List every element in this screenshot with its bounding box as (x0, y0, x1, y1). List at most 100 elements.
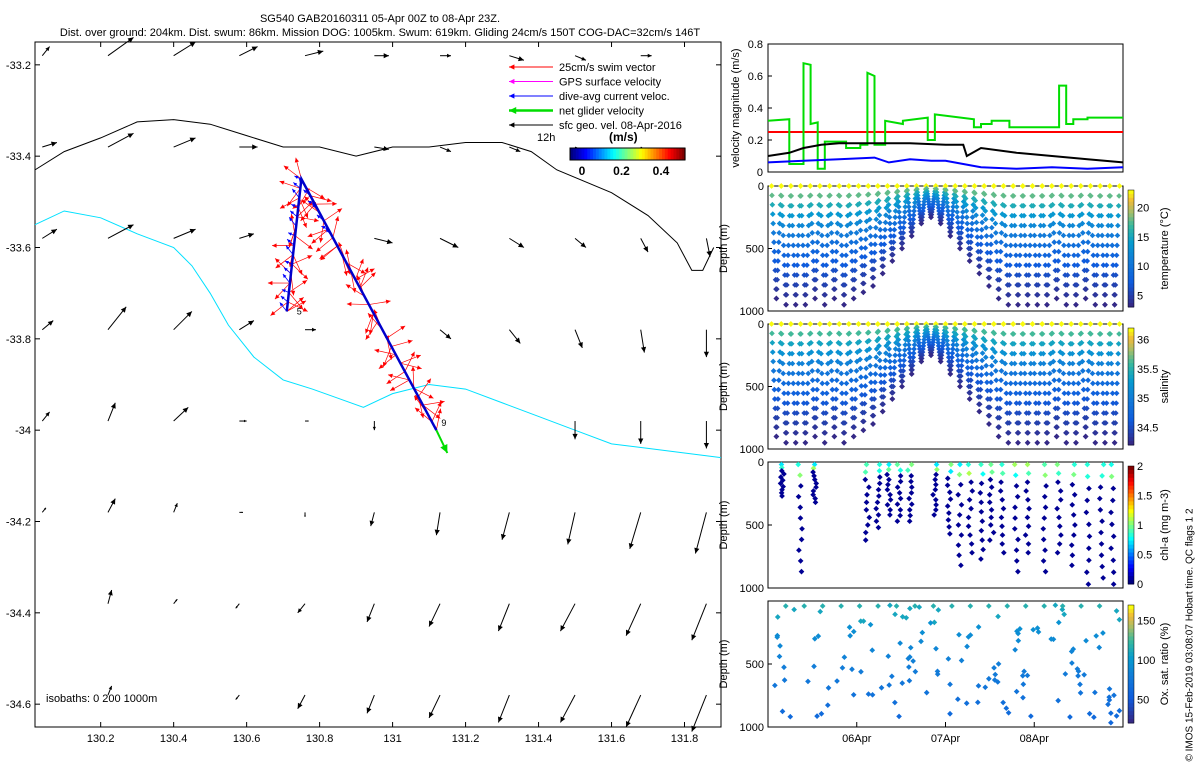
colorbar-segment (1128, 210, 1134, 214)
colorbar-segment (1128, 521, 1134, 525)
colorbar-segment (1128, 533, 1134, 537)
map-ytick-label: -34.4 (6, 608, 31, 620)
velocity-ytick-label: 0 (757, 167, 763, 179)
map-xtick-label: 131.2 (452, 733, 480, 745)
colorbar-segment (1128, 225, 1134, 229)
map-xtick-label: 131.8 (671, 733, 699, 745)
colorbar-tick-label: 34.5 (1137, 422, 1158, 434)
colorbar-segment (1128, 348, 1134, 352)
colorbar-segment (1128, 198, 1134, 202)
velocity-ytick-label: 0.8 (748, 39, 763, 51)
colorbar-segment (1128, 633, 1134, 637)
colorbar-segment (1128, 537, 1134, 541)
colorbar-tick-label: 100 (1137, 655, 1155, 667)
colorbar-segment (1128, 398, 1134, 402)
colorbar-tick-label: 36 (1137, 335, 1149, 347)
colorbar-segment (1128, 621, 1134, 625)
colorbar-segment (1128, 414, 1134, 418)
section-xtick-label: 08Apr (1020, 733, 1050, 745)
colorbar-tick-label: 35 (1137, 393, 1149, 405)
colorbar-segment (1128, 332, 1134, 336)
section-ytick-label: 0 (758, 457, 764, 469)
colorbar-segment (1128, 652, 1134, 656)
colorbar-tick-label: 150 (1137, 616, 1155, 628)
map-ytick-label: -33.2 (6, 60, 31, 72)
section-ytick-label: 500 (746, 244, 764, 256)
section-ytick-label: 500 (746, 659, 764, 671)
section-ylabel: Depth (m) (718, 362, 730, 411)
map-axes-box (35, 42, 721, 727)
colorbar-segment (1128, 474, 1134, 478)
colorbar-segment (1128, 295, 1134, 299)
colorbar-segment (1128, 328, 1134, 332)
colorbar-segment (1128, 549, 1134, 553)
colorbar-segment (1128, 613, 1134, 617)
section-ytick-label: 1000 (740, 583, 764, 595)
colorbar-segment (1128, 359, 1134, 363)
colorbar-segment (1128, 556, 1134, 560)
colorbar-segment (1128, 355, 1134, 359)
colorbar-segment (1128, 625, 1134, 629)
colorbar-segment (1128, 429, 1134, 433)
colorbar-segment (1128, 245, 1134, 249)
colorbar-segment (1128, 564, 1134, 568)
colorbar-segment (1128, 418, 1134, 422)
colorbar-segment (1128, 217, 1134, 221)
colorbar-tick-label: 0.4 (653, 164, 670, 178)
section-ylabel: Depth (m) (718, 224, 730, 273)
colorbar-segment (1128, 509, 1134, 513)
colorbar-segment (1128, 213, 1134, 217)
colorbar-segment (1128, 202, 1134, 206)
colorbar-segment (1128, 344, 1134, 348)
colorbar-tick-label: 0.2 (613, 164, 630, 178)
colorbar-segment (1128, 668, 1134, 672)
velocity-ylabel: velocity magnitude (m/s) (730, 48, 742, 167)
colorbar-segment (1128, 545, 1134, 549)
colorbar-segment (1128, 394, 1134, 398)
colorbar-segment (1128, 486, 1134, 490)
colorbar-segment (1128, 237, 1134, 241)
track-label-start: 5 (297, 306, 302, 316)
colorbar-segment (1128, 288, 1134, 292)
colorbar-segment (1128, 437, 1134, 441)
colorbar-segment (1128, 688, 1134, 692)
colorbar-segment (1128, 340, 1134, 344)
colorbar-segment (1128, 336, 1134, 340)
colorbar-segment (1128, 241, 1134, 245)
colorbar-tick-label: 1.5 (1137, 491, 1152, 503)
colorbar-segment (1128, 648, 1134, 652)
colorbar-segment (1128, 560, 1134, 564)
colorbar-segment (1128, 206, 1134, 210)
map-xtick-label: 130.2 (87, 733, 115, 745)
colorbar-segment (1128, 553, 1134, 557)
colorbar-segment (1128, 692, 1134, 696)
legend-item-label: dive-avg current veloc. (559, 91, 670, 103)
colorbar-segment (1128, 284, 1134, 288)
colorbar-label: temperature (°C) (1159, 207, 1171, 289)
colorbar-segment (1128, 490, 1134, 494)
colorbar-tick-label: 20 (1137, 203, 1149, 215)
colorbar-segment (1128, 497, 1134, 501)
map-xtick-label: 130.8 (306, 733, 334, 745)
colorbar-segment (1128, 644, 1134, 648)
section-ytick-label: 500 (746, 382, 764, 394)
colorbar-segment (1128, 406, 1134, 410)
map-ytick-label: -33.4 (6, 151, 31, 163)
map-xtick-label: 130.6 (233, 733, 261, 745)
colorbar-segment (1128, 470, 1134, 474)
colorbar-segment (1128, 268, 1134, 272)
colorbar-segment (1128, 676, 1134, 680)
colorbar-segment (1128, 715, 1134, 719)
colorbar-segment (1128, 190, 1134, 194)
colorbar-segment (1128, 410, 1134, 414)
legend-item-label: 25cm/s swim vector (559, 62, 656, 74)
section-ytick-label: 1000 (740, 306, 764, 318)
colorbar-segment (1128, 221, 1134, 225)
colorbar-segment (1128, 387, 1134, 391)
map-ytick-label: -33.6 (6, 243, 31, 255)
section-xtick-label: 07Apr (931, 733, 961, 745)
section-ytick-label: 1000 (740, 444, 764, 456)
